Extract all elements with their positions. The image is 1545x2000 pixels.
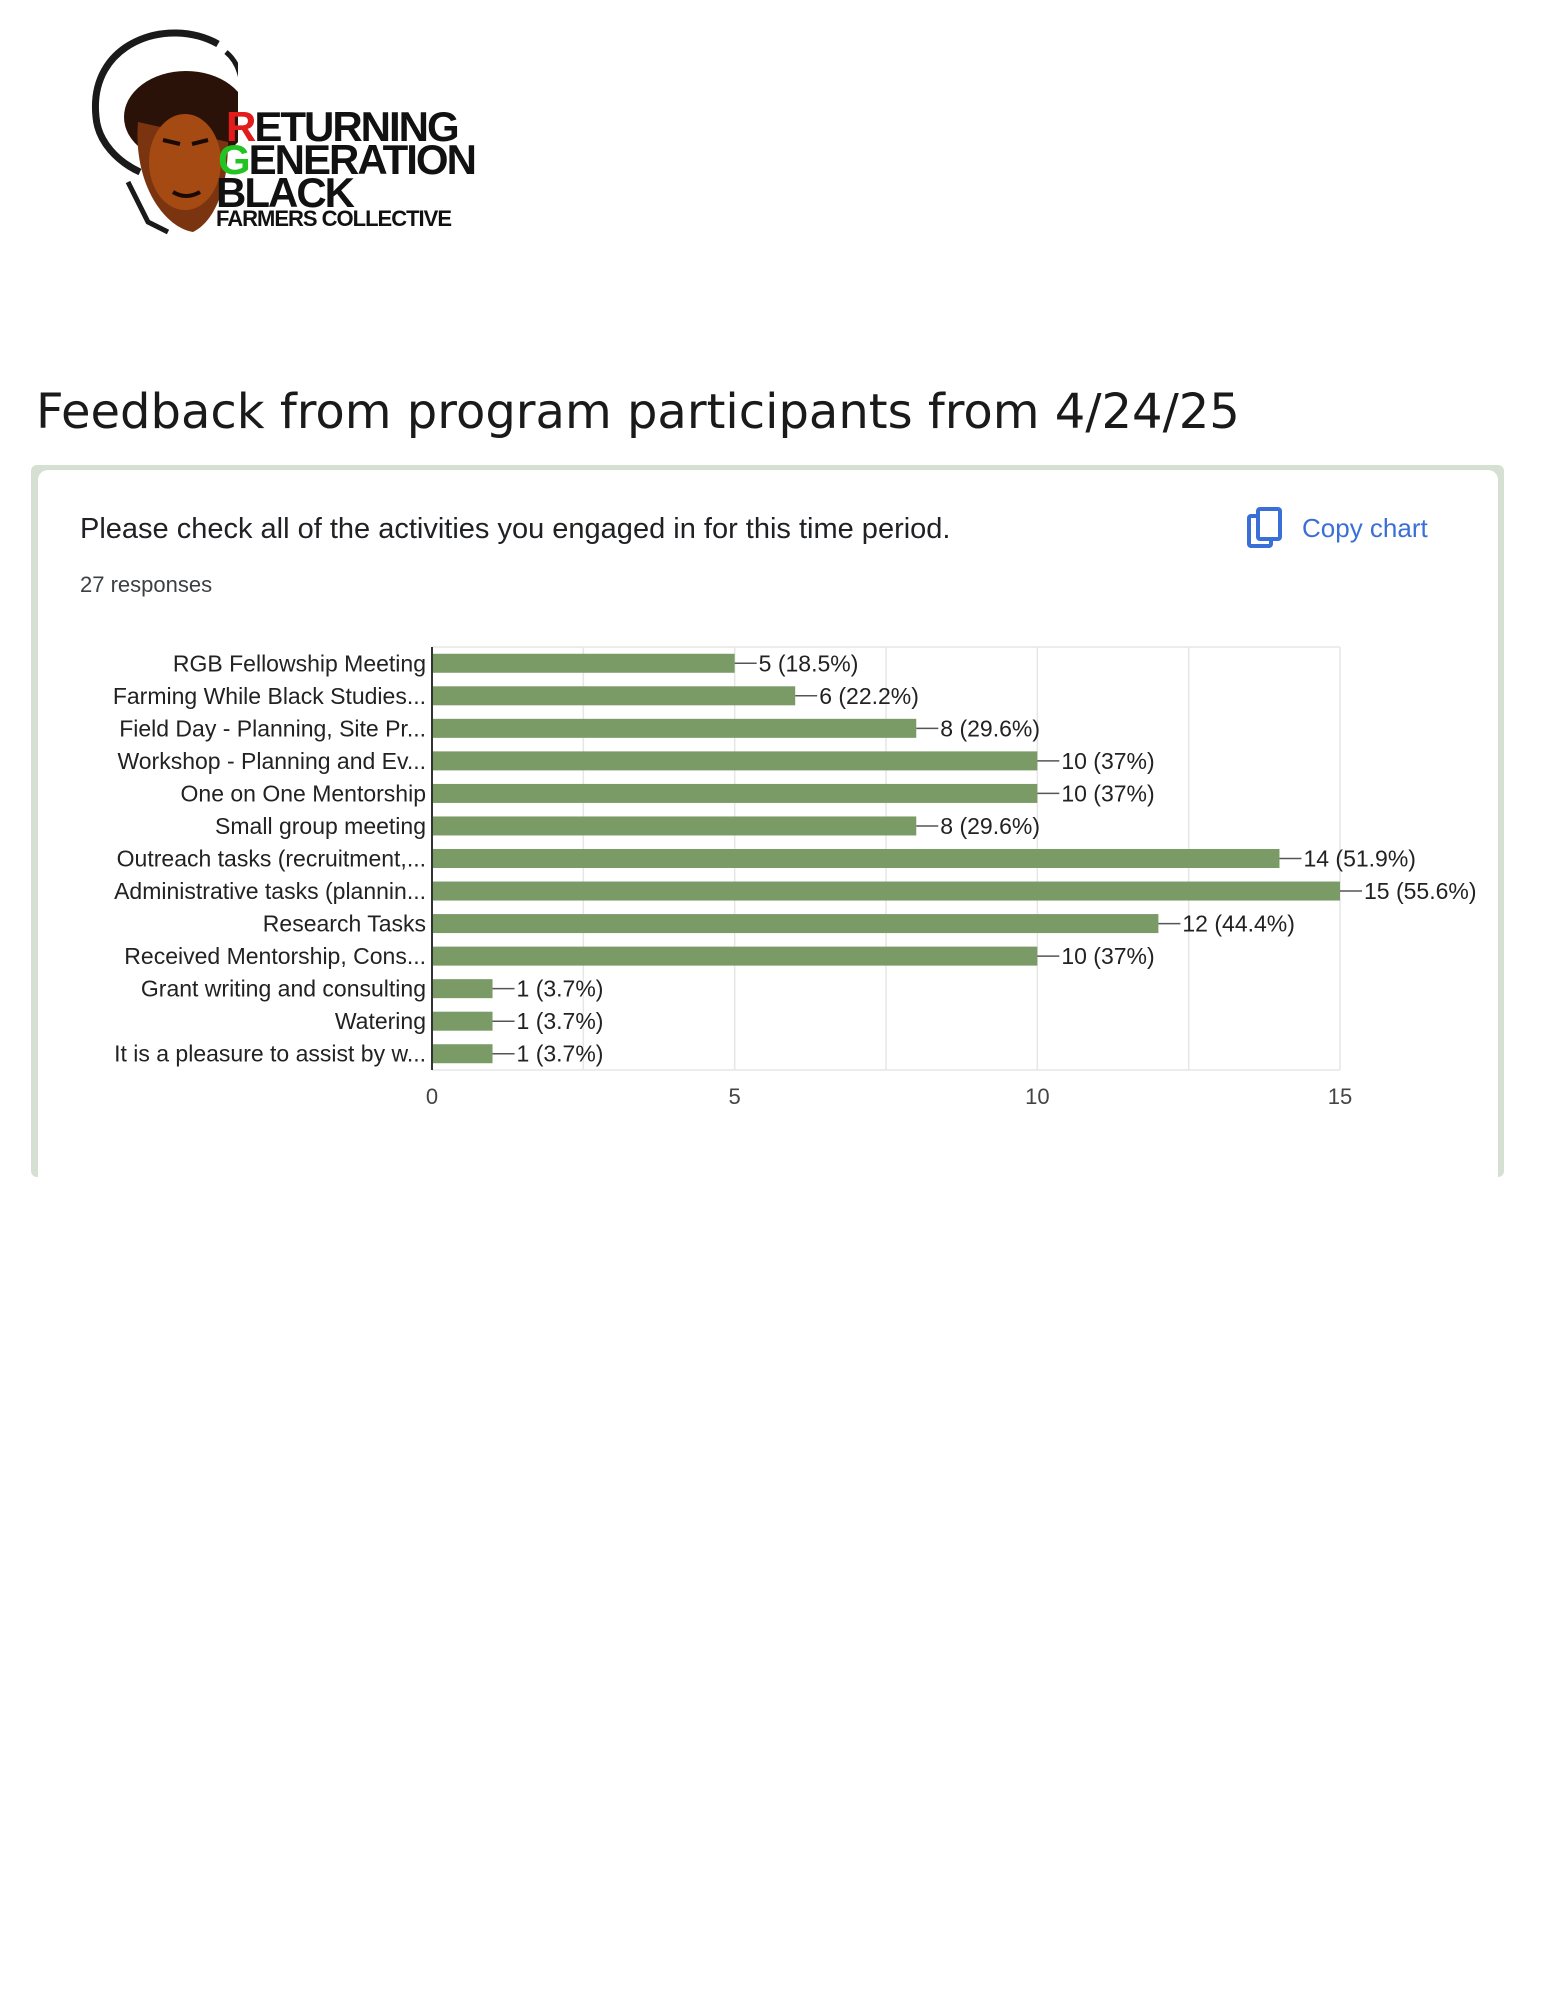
response-count: 27 responses (80, 572, 213, 597)
category-label: Workshop - Planning and Ev... (117, 748, 426, 774)
category-label: Small group meeting (215, 813, 426, 839)
value-label: 10 (37%) (1061, 748, 1154, 774)
x-tick-label: 10 (1025, 1084, 1049, 1109)
value-label: 14 (51.9%) (1303, 846, 1416, 872)
bar (432, 979, 493, 999)
bar-chart: 0 5 10 15 RGB Fellowship Meeting 5 (18.5%) Far… (113, 646, 1477, 1109)
page-heading: Feedback from program participants from … (36, 384, 1240, 440)
logo-initial-g: G (218, 136, 251, 183)
logo-text-returning: RETURNING (226, 103, 460, 150)
value-label: 1 (3.7%) (517, 976, 604, 1002)
category-label: Farming While Black Studies... (113, 683, 426, 709)
category-label: Administrative tasks (plannin... (114, 878, 426, 904)
bar (432, 1044, 493, 1064)
category-label: Research Tasks (263, 911, 426, 937)
question-title: Please check all of the activities you e… (80, 513, 951, 545)
x-tick-label: 0 (426, 1084, 438, 1109)
value-label: 8 (29.6%) (940, 813, 1040, 839)
category-label: Received Mentorship, Cons... (124, 943, 426, 969)
value-label: 15 (55.6%) (1364, 878, 1477, 904)
logo-portrait-icon (92, 29, 238, 235)
value-label: 1 (3.7%) (517, 1041, 604, 1067)
value-label: 12 (44.4%) (1182, 911, 1295, 937)
value-label: 8 (29.6%) (940, 715, 1040, 741)
category-label: One on One Mentorship (181, 780, 426, 806)
bar (432, 816, 917, 836)
logo-text-returning-rest: ETURNING (254, 103, 459, 150)
logo-text-black: BLACK (216, 169, 355, 216)
copy-icon (1247, 507, 1282, 548)
category-label: Field Day - Planning, Site Pr... (119, 715, 426, 741)
bar (432, 751, 1038, 771)
value-label: 10 (37%) (1061, 943, 1154, 969)
bar (432, 783, 1038, 803)
logo-text-generation-rest: ENERATION (248, 136, 477, 183)
value-label: 6 (22.2%) (819, 683, 919, 709)
bar (432, 718, 917, 738)
category-label: RGB Fellowship Meeting (173, 650, 426, 676)
category-label: Outreach tasks (recruitment,... (117, 846, 426, 872)
logo-text-farmers-collective: FARMERS COLLECTIVE (216, 206, 452, 231)
bar (432, 946, 1038, 966)
bar (432, 1011, 493, 1031)
x-tick-label: 15 (1328, 1084, 1352, 1109)
category-label: It is a pleasure to assist by w... (114, 1041, 426, 1067)
bar (432, 881, 1340, 901)
value-label: 5 (18.5%) (759, 650, 859, 676)
logo-text-generation: GENERATION (218, 136, 477, 183)
bar (432, 849, 1280, 868)
bar (432, 914, 1159, 934)
value-label: 10 (37%) (1061, 780, 1154, 806)
logo-initial-r: R (226, 103, 256, 150)
copy-chart-button[interactable]: Copy chart (1246, 506, 1428, 550)
category-label: Watering (335, 1008, 426, 1034)
bar (432, 653, 735, 673)
category-label: Grant writing and consulting (141, 976, 426, 1002)
logo: RETURNING GENERATION BLACK FARMERS COLLE… (88, 22, 478, 237)
copy-chart-label: Copy chart (1302, 512, 1428, 543)
x-tick-label: 5 (729, 1084, 741, 1109)
value-label: 1 (3.7%) (517, 1008, 604, 1034)
bar (432, 686, 796, 706)
